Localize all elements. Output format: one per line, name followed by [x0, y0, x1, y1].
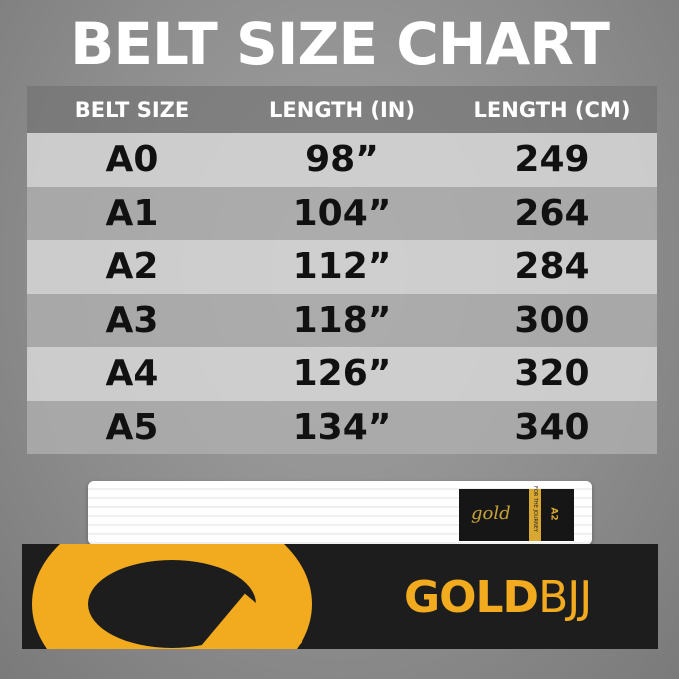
table-row: A0 98” 249 — [27, 133, 657, 187]
cell-in: 118” — [292, 299, 392, 341]
table-row: A4 126” 320 — [27, 347, 657, 401]
table-row: A3 118” 300 — [27, 293, 657, 347]
cell-cm: 284 — [514, 246, 590, 288]
belt-label-tagline: FOR THE JOURNEY — [532, 486, 538, 532]
brand-bold: GOLD — [404, 572, 539, 623]
belt-label-script: gold — [471, 503, 511, 524]
brand-light: BJJ — [538, 572, 592, 623]
chart-title: BELT SIZE CHART — [70, 10, 610, 78]
header-length-cm: LENGTH (CM) — [473, 97, 631, 122]
cell-size: A0 — [105, 139, 159, 181]
size-table: BELT SIZE LENGTH (IN) LENGTH (CM) A0 98”… — [27, 86, 657, 454]
cell-size: A2 — [105, 246, 159, 288]
table-row: A2 112” 284 — [27, 240, 657, 294]
cell-in: 104” — [292, 192, 392, 234]
cell-in: 98” — [305, 139, 379, 181]
cell-in: 134” — [292, 406, 392, 448]
header-belt-size: BELT SIZE — [74, 97, 190, 122]
product-box: GOLDBJJ — [22, 544, 658, 649]
cell-cm: 320 — [514, 353, 590, 395]
table-row: A5 134” 340 — [27, 400, 657, 454]
table-header-row: BELT SIZE LENGTH (IN) LENGTH (CM) — [27, 86, 657, 133]
cell-size: A5 — [105, 406, 159, 448]
table-row: A1 104” 264 — [27, 186, 657, 240]
belt-label-size: A2 — [548, 507, 559, 521]
cell-size: A1 — [105, 192, 159, 234]
cell-in: 126” — [292, 353, 392, 395]
belt-label-stripe: FOR THE JOURNEY — [529, 486, 541, 541]
cell-cm: 264 — [514, 192, 590, 234]
cell-size: A3 — [105, 299, 159, 341]
cell-cm: 340 — [514, 406, 590, 448]
cell-size: A4 — [105, 353, 159, 395]
belt-label-patch: gold FOR THE JOURNEY A2 — [459, 486, 574, 541]
brand-logo: GOLDBJJ — [404, 572, 592, 623]
header-length-in: LENGTH (IN) — [269, 97, 415, 122]
cell-cm: 249 — [514, 139, 590, 181]
cell-in: 112” — [292, 246, 392, 288]
cell-cm: 300 — [514, 299, 590, 341]
